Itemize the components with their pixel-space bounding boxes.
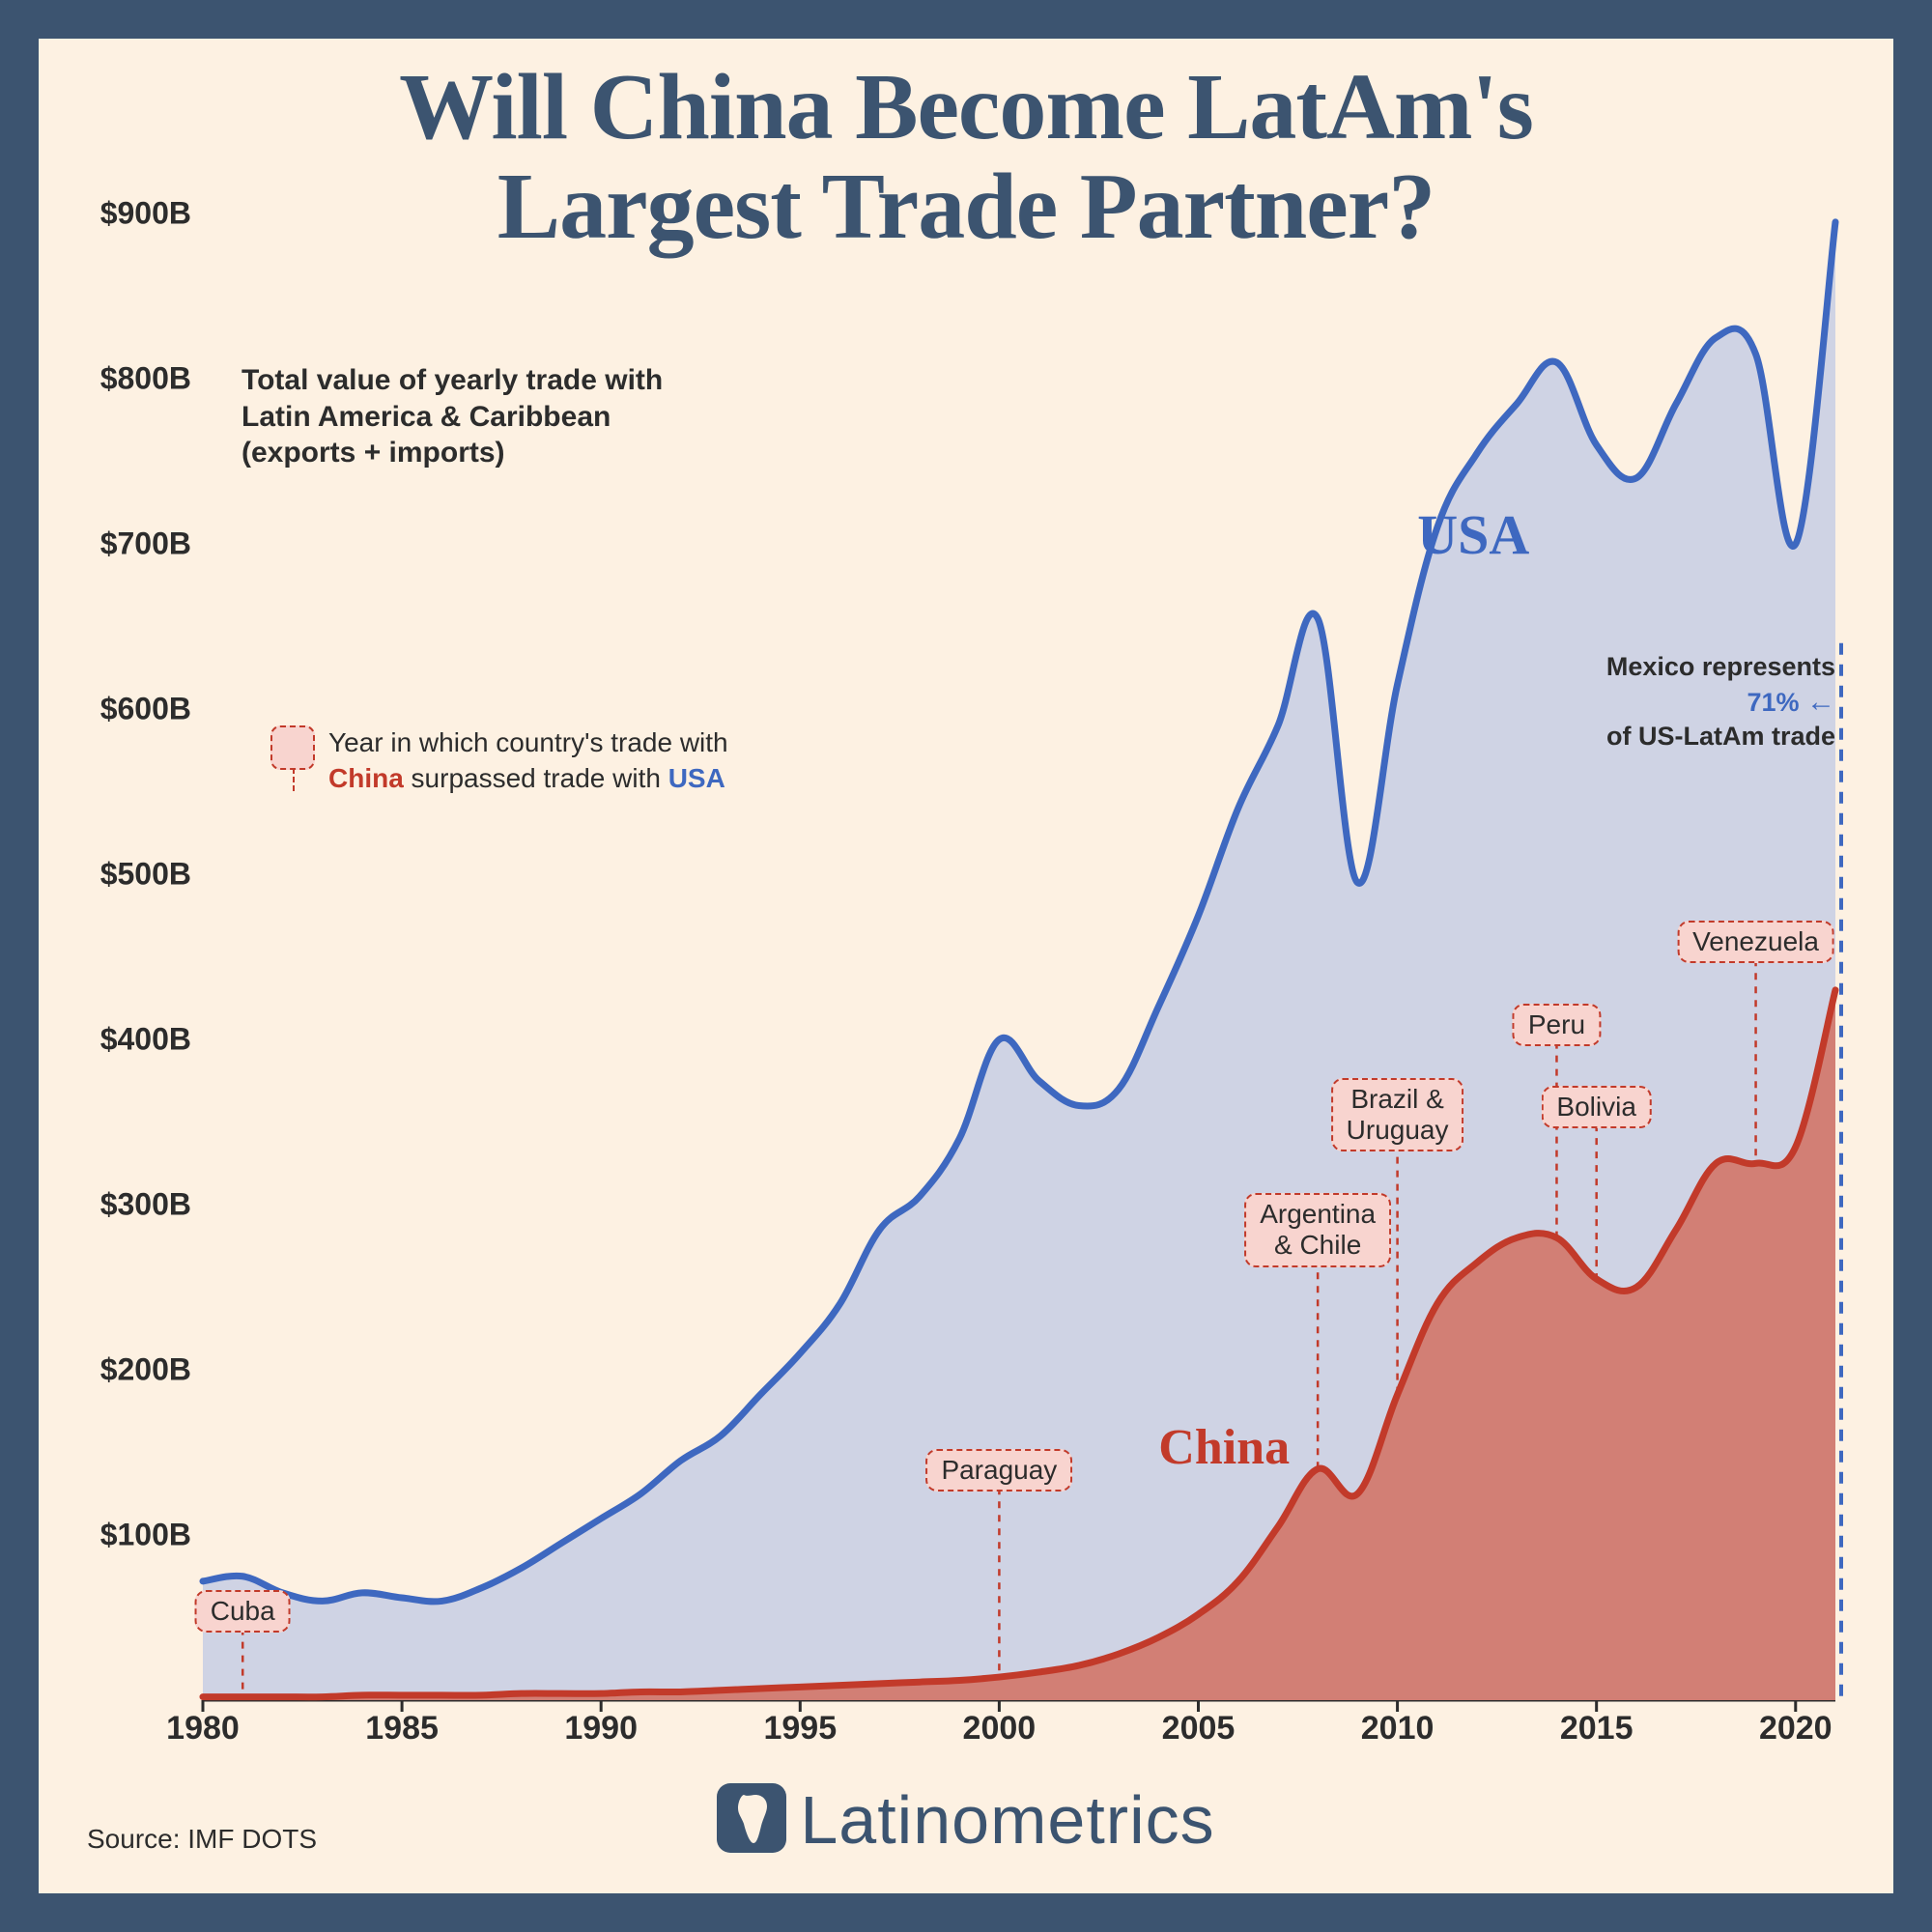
y-axis-label: $700B (100, 526, 203, 562)
x-axis-label: 1980 (166, 1700, 240, 1747)
x-axis-label: 2000 (963, 1700, 1037, 1747)
legend-text: Year in which country's trade with (328, 727, 728, 757)
brand-name: Latinometrics (800, 1782, 1214, 1858)
chart-plot-area: $100B$200B$300B$400B$500B$600B$700B$800B… (203, 164, 1835, 1700)
x-axis-label: 2020 (1759, 1700, 1833, 1747)
country-marker: Venezuela (1677, 921, 1834, 963)
x-axis-label: 1990 (564, 1700, 638, 1747)
series-label: China (1158, 1419, 1290, 1476)
arrow-left-icon: ← (1806, 686, 1835, 718)
country-marker: Cuba (195, 1590, 291, 1633)
y-axis-label: $100B (100, 1518, 203, 1553)
mexico-annotation: Mexico represents 71% ← of US-LatAm trade (1556, 651, 1835, 753)
y-axis-label: $600B (100, 692, 203, 727)
x-axis-label: 1985 (365, 1700, 439, 1747)
brand-logo-icon (717, 1783, 786, 1853)
country-marker: Bolivia (1541, 1086, 1651, 1128)
x-axis-label: 2010 (1361, 1700, 1435, 1747)
mexico-pct: 71% (1747, 688, 1799, 717)
country-marker: Peru (1513, 1004, 1601, 1046)
source-credit: Source: IMF DOTS (87, 1824, 317, 1855)
y-axis-label: $300B (100, 1187, 203, 1223)
x-axis-label: 2015 (1560, 1700, 1634, 1747)
legend-usa: USA (668, 763, 725, 793)
series-label: USA (1417, 502, 1529, 567)
mexico-note-pre: Mexico represents (1606, 652, 1835, 681)
y-axis-label: $400B (100, 1022, 203, 1058)
legend-swatch-icon (270, 725, 315, 770)
chart-canvas: Will China Become LatAm's Largest Trade … (39, 39, 1893, 1893)
country-marker: Brazil &Uruguay (1331, 1078, 1464, 1151)
x-axis-label: 1995 (763, 1700, 837, 1747)
legend-mid: surpassed trade with (404, 763, 668, 793)
y-axis-label: $800B (100, 361, 203, 397)
x-axis-label: 2005 (1162, 1700, 1236, 1747)
y-axis-label: $200B (100, 1352, 203, 1388)
country-marker: Argentina& Chile (1244, 1193, 1391, 1266)
y-axis-label: $500B (100, 857, 203, 893)
mexico-note-post: of US-LatAm trade (1606, 722, 1835, 751)
legend-china: China (328, 763, 404, 793)
title-line-1: Will China Become LatAm's (399, 55, 1533, 159)
country-marker: Paraguay (925, 1449, 1072, 1492)
chart-subtitle: Total value of yearly trade withLatin Am… (242, 362, 663, 471)
legend: Year in which country's trade withChina … (270, 725, 728, 796)
y-axis-label: $900B (100, 196, 203, 232)
